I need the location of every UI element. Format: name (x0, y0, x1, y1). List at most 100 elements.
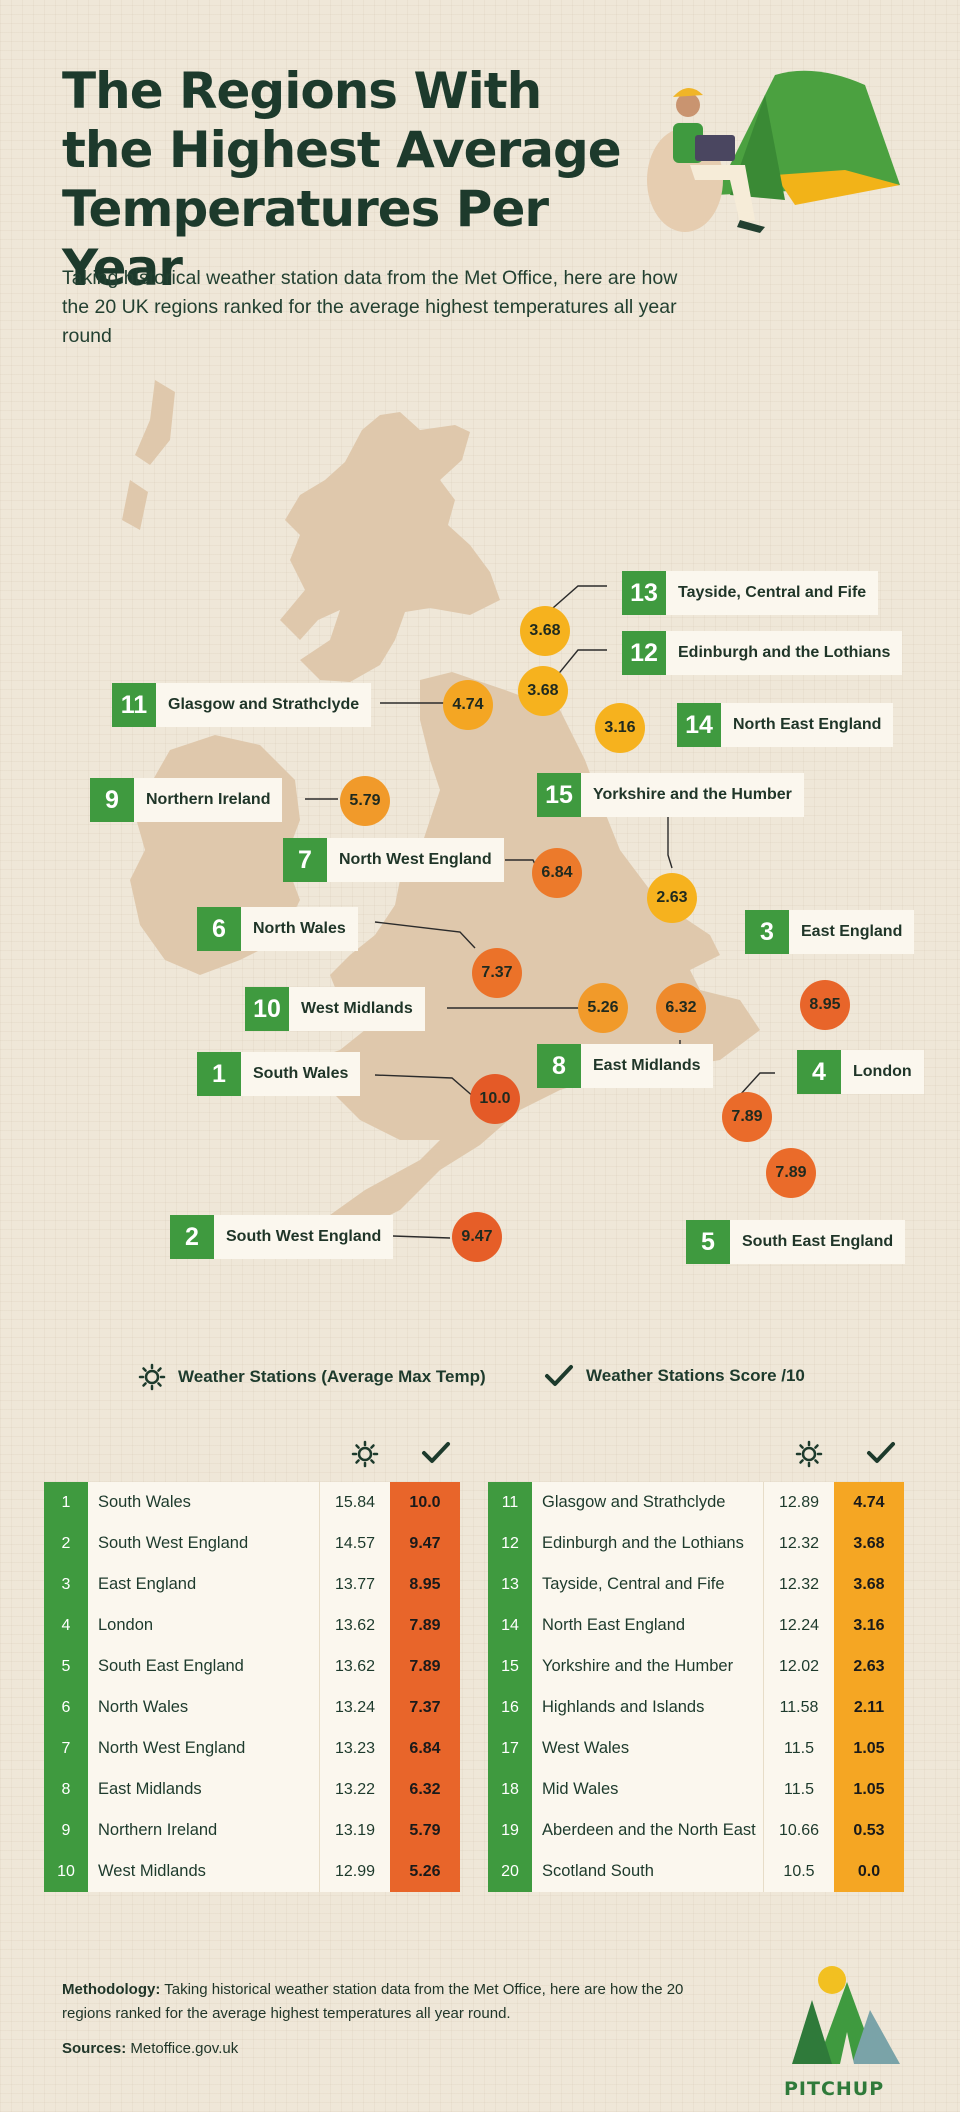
rank-cell: 12 (488, 1523, 532, 1564)
pitchup-logo-icon (792, 1966, 900, 2064)
region-cell: North Wales (88, 1687, 320, 1728)
map-callout-7: 7 North West England (283, 838, 504, 882)
region-label: Northern Ireland (134, 778, 283, 822)
sources-note: Sources: Metoffice.gov.uk (62, 2040, 238, 2057)
rank-badge: 2 (170, 1215, 214, 1259)
temp-cell: 12.32 (764, 1564, 834, 1605)
rank-badge: 5 (686, 1220, 730, 1264)
table-row: 8 East Midlands 13.22 6.32 (44, 1769, 480, 1810)
table-row: 1 South Wales 15.84 10.0 (44, 1482, 480, 1523)
sources-text: Metoffice.gov.uk (126, 2040, 239, 2057)
score-dot-12: 3.68 (518, 666, 568, 716)
table-row: 16 Highlands and Islands 11.58 2.11 (488, 1687, 924, 1728)
rank-badge: 10 (245, 987, 289, 1031)
rank-cell: 8 (44, 1769, 88, 1810)
map-callout-8: 8 East Midlands (537, 1044, 713, 1088)
ranking-table-left: 1 South Wales 15.84 10.0 2 South West En… (44, 1482, 480, 1892)
temp-cell: 12.02 (764, 1646, 834, 1687)
legend-temp-label: Weather Stations (Average Max Temp) (178, 1367, 486, 1386)
temp-cell: 15.84 (320, 1482, 390, 1523)
region-label: South Wales (241, 1052, 361, 1096)
temp-cell: 13.62 (320, 1646, 390, 1687)
rank-badge: 4 (797, 1050, 841, 1094)
methodology-note: Methodology: Taking historical weather s… (62, 1978, 702, 2026)
region-cell: North East England (532, 1605, 764, 1646)
temp-cell: 13.24 (320, 1687, 390, 1728)
score-cell: 7.89 (390, 1646, 460, 1687)
temp-cell: 11.58 (764, 1687, 834, 1728)
score-cell: 1.05 (834, 1769, 904, 1810)
rank-cell: 2 (44, 1523, 88, 1564)
score-cell: 6.32 (390, 1769, 460, 1810)
region-cell: East Midlands (88, 1769, 320, 1810)
region-cell: Scotland South (532, 1851, 764, 1892)
page-title: The Regions With the Highest Average Tem… (62, 62, 642, 298)
map-callout-1: 1 South Wales (197, 1052, 361, 1096)
legend-temp: Weather Stations (Average Max Temp) (138, 1363, 486, 1391)
temp-cell: 13.62 (320, 1605, 390, 1646)
table-row: 19 Aberdeen and the North East 10.66 0.5… (488, 1810, 924, 1851)
sun-icon (795, 1440, 823, 1468)
region-label: South West England (214, 1215, 394, 1259)
score-cell: 3.68 (834, 1564, 904, 1605)
region-label: East Midlands (581, 1044, 713, 1088)
rank-badge: 8 (537, 1044, 581, 1088)
methodology-label: Methodology: (62, 1981, 161, 1998)
rank-cell: 15 (488, 1646, 532, 1687)
checkmark-icon (867, 1442, 895, 1463)
table-row: 6 North Wales 13.24 7.37 (44, 1687, 480, 1728)
table-row: 10 West Midlands 12.99 5.26 (44, 1851, 480, 1892)
rank-badge: 13 (622, 571, 666, 615)
region-cell: Yorkshire and the Humber (532, 1646, 764, 1687)
map-callout-6: 6 North Wales (197, 907, 358, 951)
table-row: 18 Mid Wales 11.5 1.05 (488, 1769, 924, 1810)
rank-badge: 3 (745, 910, 789, 954)
map-callout-5: 5 South East England (686, 1220, 906, 1264)
table-row: 15 Yorkshire and the Humber 12.02 2.63 (488, 1646, 924, 1687)
score-dot-10: 5.26 (578, 983, 628, 1033)
region-cell: Highlands and Islands (532, 1687, 764, 1728)
rank-badge: 6 (197, 907, 241, 951)
subtitle: Taking historical weather station data f… (62, 267, 678, 347)
region-label: South East England (730, 1220, 906, 1264)
region-cell: Glasgow and Strathclyde (532, 1482, 764, 1523)
score-dot-14: 3.16 (595, 703, 645, 753)
sources-label: Sources: (62, 2040, 127, 2057)
score-dot-1: 10.0 (470, 1074, 520, 1124)
brand-name: PITCHUP (784, 2078, 885, 2100)
methodology-text: Taking historical weather station data f… (62, 1981, 684, 2022)
rank-cell: 10 (44, 1851, 88, 1892)
region-cell: West Midlands (88, 1851, 320, 1892)
table-row: 14 North East England 12.24 3.16 (488, 1605, 924, 1646)
score-dot-8: 6.32 (656, 983, 706, 1033)
score-dot-11: 4.74 (443, 680, 493, 730)
map-callout-15: 15 Yorkshire and the Humber (537, 773, 804, 817)
region-cell: Aberdeen and the North East (532, 1810, 764, 1851)
temp-cell: 10.5 (764, 1851, 834, 1892)
checkmark-icon (422, 1442, 450, 1463)
score-dot-6: 7.37 (472, 948, 522, 998)
sun-icon (138, 1363, 166, 1391)
map-callout-2: 2 South West England (170, 1215, 394, 1259)
map-callout-13: 13 Tayside, Central and Fife (622, 571, 879, 615)
score-cell: 3.16 (834, 1605, 904, 1646)
map-callout-9: 9 Northern Ireland (90, 778, 283, 822)
score-cell: 0.0 (834, 1851, 904, 1892)
region-cell: Mid Wales (532, 1769, 764, 1810)
rank-cell: 1 (44, 1482, 88, 1523)
table-row: 13 Tayside, Central and Fife 12.32 3.68 (488, 1564, 924, 1605)
map-callout-12: 12 Edinburgh and the Lothians (622, 631, 903, 675)
rank-badge: 11 (112, 683, 156, 727)
region-label: West Midlands (289, 987, 425, 1031)
region-cell: Northern Ireland (88, 1810, 320, 1851)
rank-cell: 18 (488, 1769, 532, 1810)
rank-badge: 1 (197, 1052, 241, 1096)
score-cell: 5.26 (390, 1851, 460, 1892)
region-cell: South East England (88, 1646, 320, 1687)
score-dot-5: 7.89 (766, 1148, 816, 1198)
score-dot-4: 7.89 (722, 1092, 772, 1142)
score-cell: 9.47 (390, 1523, 460, 1564)
rank-cell: 14 (488, 1605, 532, 1646)
map-callout-3: 3 East England (745, 910, 915, 954)
rank-cell: 11 (488, 1482, 532, 1523)
